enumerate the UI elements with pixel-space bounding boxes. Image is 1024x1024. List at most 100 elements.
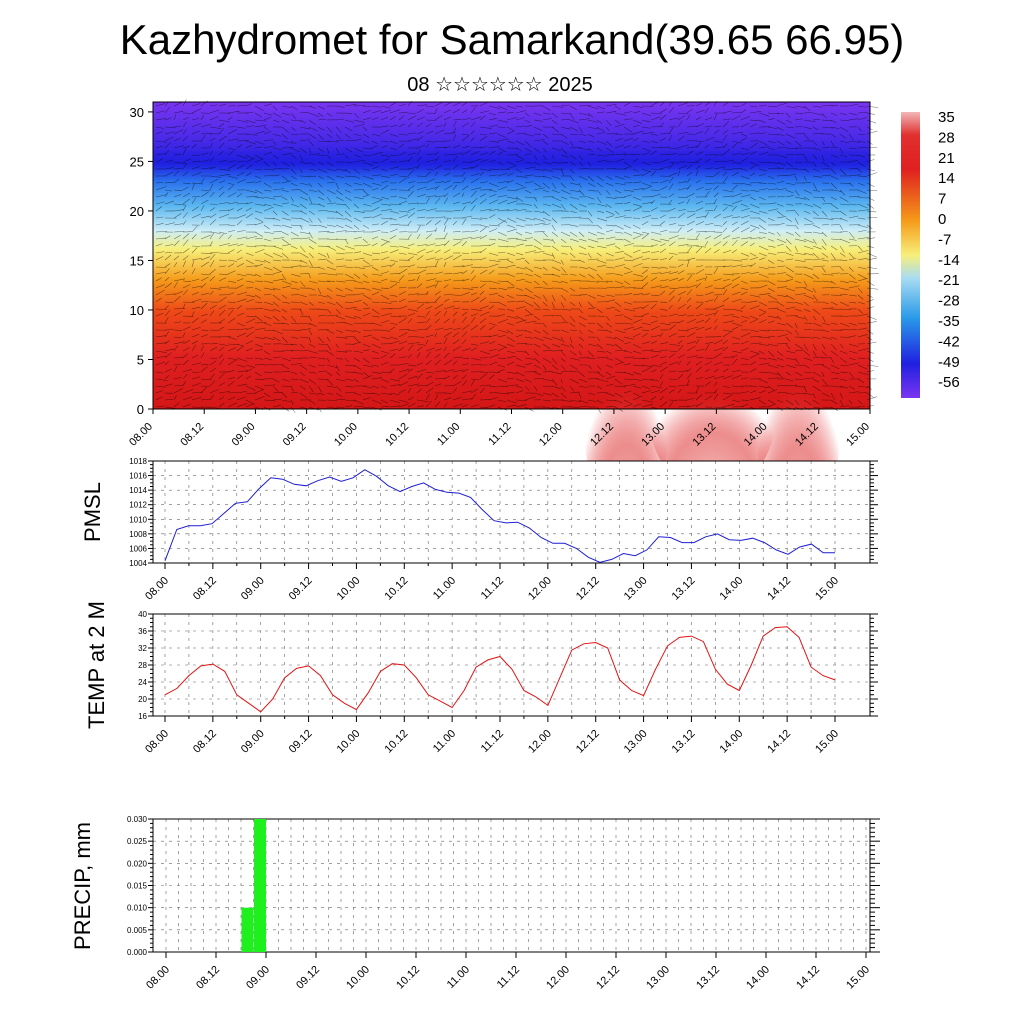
wind-barb xyxy=(200,134,206,142)
wind-barb xyxy=(560,147,568,155)
wind-barb xyxy=(533,168,545,171)
wind-barb xyxy=(164,254,172,261)
wind-barb xyxy=(191,376,201,380)
wind-barb xyxy=(470,230,478,233)
wind-barb xyxy=(623,271,633,275)
wind-barb xyxy=(515,357,523,361)
wind-barb xyxy=(587,245,595,249)
colorbar-label: -35 xyxy=(938,313,960,330)
wind-barb xyxy=(452,396,462,401)
wind-barb xyxy=(659,186,668,191)
wind-barb xyxy=(839,371,848,373)
wind-barb xyxy=(641,390,652,394)
wind-barb xyxy=(461,101,468,107)
wind-barb xyxy=(722,395,732,401)
wind-barb xyxy=(218,173,231,177)
wind-barb xyxy=(353,159,366,163)
wind-barb xyxy=(641,147,651,152)
wind-barb xyxy=(839,168,847,176)
wind-barb xyxy=(353,210,365,213)
wind-barb xyxy=(281,370,291,373)
wind-barb xyxy=(380,256,390,261)
wind-barb xyxy=(461,177,466,184)
wind-barb xyxy=(785,336,791,342)
wind-barb xyxy=(488,385,498,388)
wind-barb xyxy=(560,294,567,301)
wind-barb xyxy=(767,385,775,391)
wind-barb xyxy=(857,161,866,168)
wind-barb xyxy=(587,105,599,110)
wind-barb xyxy=(641,269,648,275)
wind-barb xyxy=(857,257,868,261)
wind-barb xyxy=(812,105,822,108)
wind-barb xyxy=(164,171,174,177)
colorbar-label: -7 xyxy=(938,231,951,248)
wind-barb xyxy=(461,236,473,240)
wind-barb xyxy=(218,159,228,163)
wind-barb xyxy=(380,196,389,200)
wind-barb xyxy=(497,364,506,368)
wind-barb xyxy=(515,278,525,282)
wind-barb xyxy=(227,263,235,268)
heatmap-y-tick-label: 30 xyxy=(130,105,144,120)
wind-barb xyxy=(578,350,582,356)
wind-barb xyxy=(479,168,492,172)
wind-barb xyxy=(452,121,457,128)
wind-barb xyxy=(299,111,309,114)
wind-barb xyxy=(452,327,462,331)
wind-barb xyxy=(461,398,473,401)
wind-barb xyxy=(812,258,825,261)
wind-barb xyxy=(506,238,519,240)
wind-barb xyxy=(758,293,771,296)
y-tick-label: 16 xyxy=(138,712,147,721)
wind-barb xyxy=(839,364,849,367)
wind-barb xyxy=(371,161,380,163)
wind-barb xyxy=(389,223,400,226)
wind-barb xyxy=(749,142,758,149)
wind-barb xyxy=(722,404,735,408)
wind-barb xyxy=(803,336,814,339)
wind-barb xyxy=(335,168,347,172)
wind-barb xyxy=(704,276,708,282)
wind-barb xyxy=(236,119,249,123)
wind-barb xyxy=(461,231,471,233)
wind-barb xyxy=(533,126,543,131)
wind-barb xyxy=(731,142,738,149)
wind-barb xyxy=(461,145,470,149)
wind-barb xyxy=(488,238,496,241)
wind-barb xyxy=(587,161,591,167)
wind-barb xyxy=(821,119,832,122)
wind-barb xyxy=(749,252,757,257)
wind-barb xyxy=(272,287,281,291)
wind-barb xyxy=(488,199,499,205)
wind-barb xyxy=(335,343,339,349)
wind-barb xyxy=(488,263,499,268)
wind-barb xyxy=(236,193,243,198)
wind-barb xyxy=(236,284,244,289)
wind-barb xyxy=(272,188,284,191)
wind-barb xyxy=(470,325,479,331)
wind-barb xyxy=(596,350,606,353)
wind-barb xyxy=(182,353,189,359)
wind-barb xyxy=(803,273,814,279)
wind-barb xyxy=(263,322,272,326)
wind-barb xyxy=(587,112,594,118)
wind-barb xyxy=(479,152,488,156)
wind-barb xyxy=(524,259,530,265)
wind-barb xyxy=(839,405,850,408)
wind-barb xyxy=(299,301,308,306)
wind-barb xyxy=(749,305,760,310)
wind-barb xyxy=(605,111,617,114)
wind-barb xyxy=(209,251,219,254)
wind-barb xyxy=(686,332,696,338)
wind-barb xyxy=(272,278,284,282)
wind-barb xyxy=(848,322,857,326)
wind-barb xyxy=(821,196,826,202)
wind-barb xyxy=(839,133,847,139)
wind-barb xyxy=(479,208,492,212)
wind-barb xyxy=(407,329,417,332)
wind-barb xyxy=(731,354,738,359)
wind-barb xyxy=(272,203,283,207)
wind-barb xyxy=(803,105,811,112)
wind-barb xyxy=(182,396,193,401)
